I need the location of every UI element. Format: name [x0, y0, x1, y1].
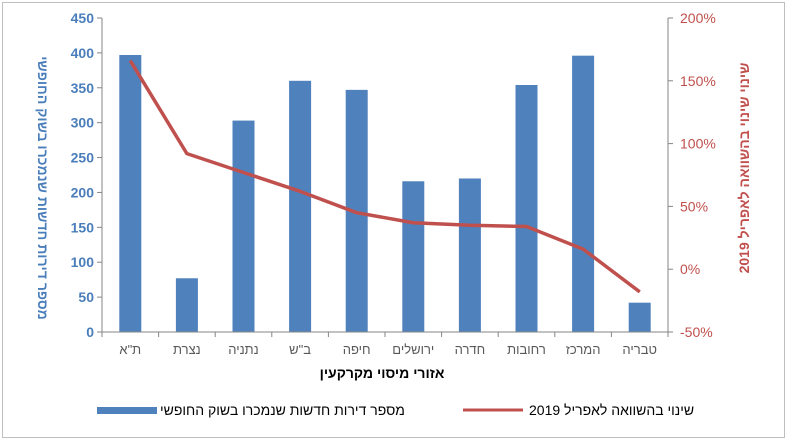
- x-tick-label: רחובות: [507, 342, 546, 357]
- bar: [572, 55, 595, 333]
- bar: [402, 181, 425, 332]
- legend-swatch-bar: [97, 407, 157, 414]
- line-point: [243, 171, 244, 173]
- line-point: [639, 291, 641, 293]
- y-tick-label-right: 150%: [680, 73, 716, 89]
- line-point: [186, 153, 188, 155]
- y-tick-label-left: 250: [71, 150, 95, 166]
- bar: [289, 80, 312, 332]
- y-tick-label-left: 200: [71, 184, 95, 200]
- y-tick-label-right: -50%: [680, 324, 713, 340]
- axes-layer: 0 50 100 150 200 250 300 350 400 450 -50% 0% 50% 100%…: [71, 10, 716, 357]
- bar: [119, 54, 142, 332]
- y-tick-label-left: 0: [86, 324, 94, 340]
- y-axis-left-title: מספר דירות חדשות שנמכרו בשוק החופשי: [35, 56, 51, 320]
- change-line: [128, 59, 641, 294]
- line-point: [356, 212, 358, 214]
- y-tick-label-right: 200%: [680, 10, 716, 26]
- y-tick-label-left: 100: [71, 254, 95, 270]
- legend-label-bars: מספר דירות חדשות שנמכרו בשוק החופשי: [160, 402, 405, 418]
- line-point: [526, 225, 527, 227]
- x-tick-label: נצרת: [173, 342, 201, 357]
- line-point: [412, 222, 414, 224]
- line-point: [469, 224, 471, 226]
- bar: [458, 178, 481, 332]
- x-axis-title: אזורי מיסוי מקרקעין: [320, 365, 445, 381]
- y-tick-label-right: 50%: [680, 198, 708, 214]
- bar: [515, 84, 538, 332]
- x-tick-label: ירושלים: [392, 342, 434, 357]
- legend: מספר דירות חדשות שנמכרו בשוק החופשי שינו…: [97, 402, 694, 418]
- x-tick-label: ב"ש: [289, 342, 311, 357]
- y-tick-label-left: 150: [71, 219, 95, 235]
- y-tick-label-right: 100%: [680, 136, 716, 152]
- line-point: [129, 60, 131, 62]
- bars-layer: [119, 54, 651, 333]
- y-tick-label-left: 50: [78, 289, 94, 305]
- bar: [232, 120, 255, 332]
- y-tick-label-right: 0%: [680, 261, 700, 277]
- x-tick-label: טבריה: [622, 342, 657, 357]
- y-axis-right-title: שינוי שינוי בהשוואה לאפריל 2019: [736, 63, 752, 274]
- legend-label-line: שינוי בהשוואה לאפריל 2019: [529, 402, 694, 418]
- x-tick-label: המרכז: [566, 342, 601, 357]
- x-tick-label: נתניה: [228, 342, 258, 357]
- y-tick-label-left: 300: [71, 115, 95, 131]
- y-tick-label-left: 450: [71, 10, 95, 26]
- x-tick-label: חיפה: [343, 342, 371, 357]
- line-point: [299, 190, 301, 192]
- bar: [628, 302, 651, 332]
- x-tick-label: חדרה: [455, 342, 486, 357]
- bar: [175, 278, 198, 332]
- y-tick-label-left: 400: [71, 45, 95, 61]
- y-tick-label-left: 350: [71, 80, 95, 96]
- x-tick-label: ת"א: [119, 342, 141, 357]
- line-layer: [128, 59, 641, 294]
- line-point: [582, 248, 584, 250]
